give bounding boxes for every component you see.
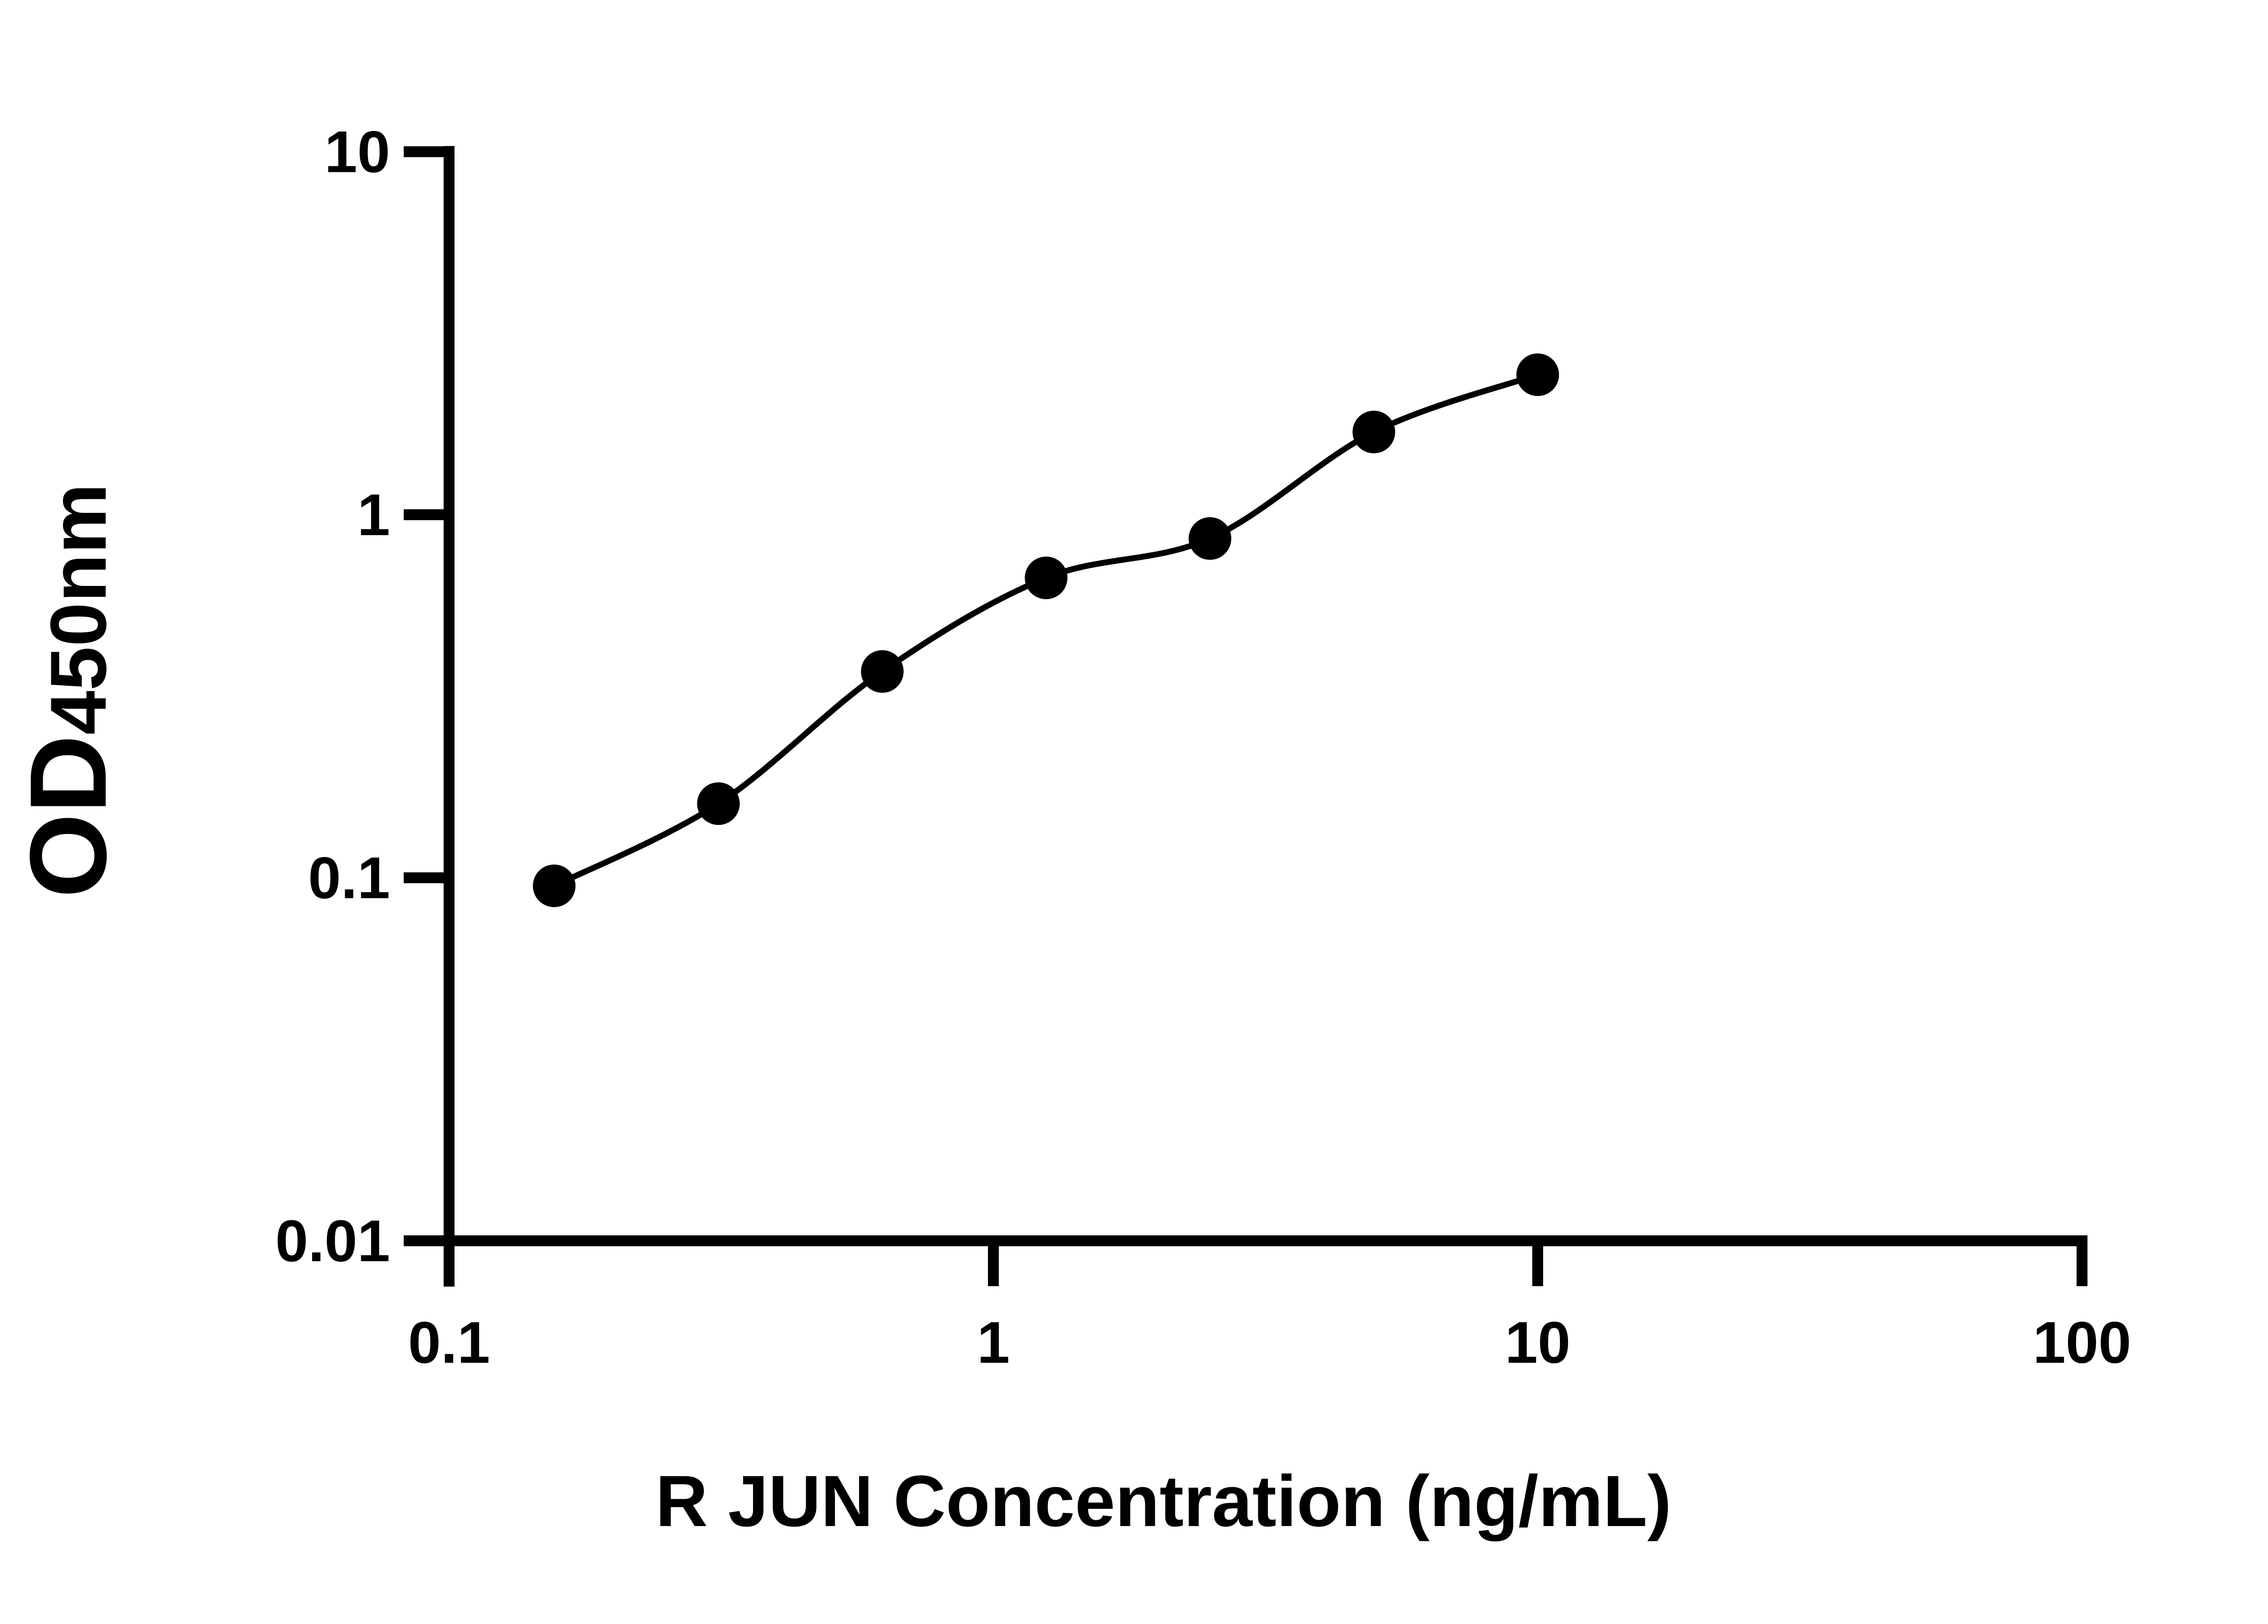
y-axis-ticks <box>404 146 449 1246</box>
x-tick-label: 100 <box>2033 1309 2131 1375</box>
y-axis-tick-labels: 0.01 0.1 1 10 <box>275 119 390 1274</box>
data-point <box>1516 353 1559 396</box>
x-axis-tick-labels: 0.1 1 10 100 <box>408 1309 2131 1375</box>
x-tick-label: 0.1 <box>408 1309 490 1375</box>
y-axis-title: OD450nm <box>7 483 129 898</box>
y-axis-title-main: OD <box>7 735 129 898</box>
x-axis-ticks <box>988 1241 2087 1286</box>
y-tick-label: 0.1 <box>308 845 390 911</box>
data-point <box>861 650 904 693</box>
y-tick-label: 0.01 <box>275 1208 390 1274</box>
x-tick-label: 10 <box>1505 1309 1571 1375</box>
data-point <box>1352 410 1395 454</box>
y-tick-label: 1 <box>357 482 390 548</box>
data-point <box>697 782 740 825</box>
x-tick-label: 1 <box>977 1309 1010 1375</box>
y-axis-title-sub: 450nm <box>34 483 123 735</box>
x-axis-title: R JUN Concentration (ng/mL) <box>655 1460 1672 1541</box>
data-points <box>533 353 1559 907</box>
data-point <box>1025 556 1068 600</box>
data-point <box>533 864 576 907</box>
data-point <box>1188 517 1232 560</box>
y-tick-label: 10 <box>324 119 390 185</box>
